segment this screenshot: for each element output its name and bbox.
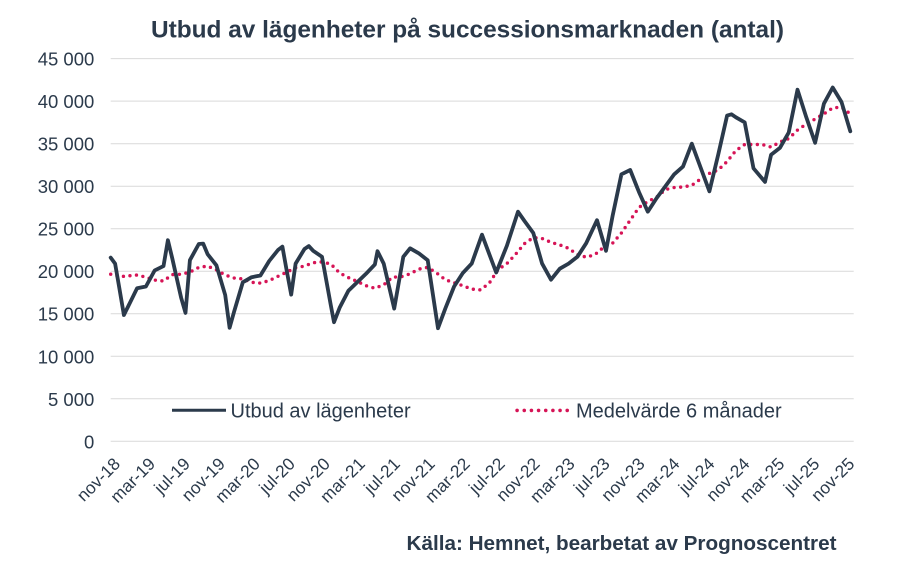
svg-text:15 000: 15 000	[38, 304, 95, 325]
svg-text:5 000: 5 000	[48, 389, 94, 410]
svg-text:Utbud av lägenheter på success: Utbud av lägenheter på successionsmarkna…	[151, 17, 784, 44]
svg-text:Medelvärde 6 månader: Medelvärde 6 månader	[576, 401, 782, 423]
svg-text:30 000: 30 000	[38, 176, 95, 197]
svg-text:25 000: 25 000	[38, 219, 95, 240]
svg-text:45 000: 45 000	[38, 49, 95, 70]
svg-text:40 000: 40 000	[38, 91, 95, 112]
svg-text:0: 0	[84, 431, 94, 452]
svg-text:Utbud av lägenheter: Utbud av lägenheter	[231, 401, 411, 423]
svg-text:20 000: 20 000	[38, 261, 95, 282]
svg-text:Källa: Hemnet, bearbetat av Pr: Källa: Hemnet, bearbetat av Prognoscentr…	[407, 532, 837, 555]
svg-text:10 000: 10 000	[38, 346, 95, 367]
svg-text:35 000: 35 000	[38, 134, 95, 155]
